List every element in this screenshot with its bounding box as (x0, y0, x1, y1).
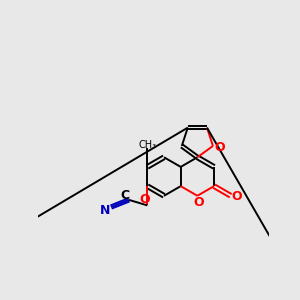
Text: O: O (214, 141, 225, 154)
Text: N: N (100, 204, 110, 217)
Text: CH₃: CH₃ (138, 140, 156, 150)
Text: O: O (232, 190, 242, 203)
Text: O: O (140, 193, 150, 206)
Text: O: O (194, 196, 204, 209)
Text: C: C (121, 189, 130, 202)
